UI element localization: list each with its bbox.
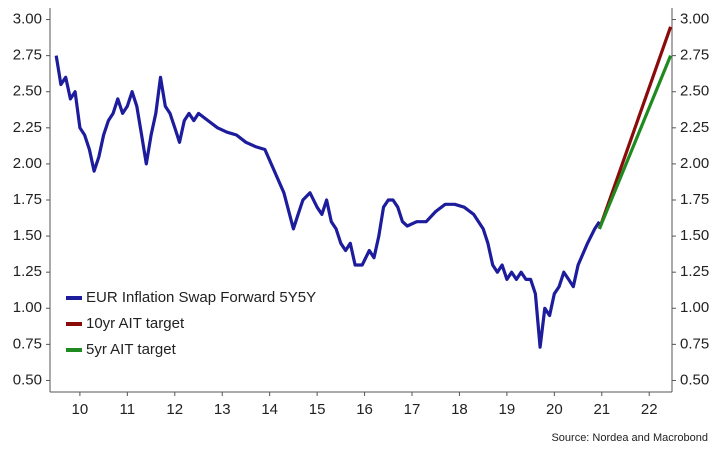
y2-tick-label: 1.75 (680, 191, 709, 208)
x-tick-label: 20 (546, 401, 563, 418)
x-tick-label: 13 (214, 401, 231, 418)
series-line (54, 55, 601, 349)
x-tick-label: 18 (451, 401, 468, 418)
x-tick-label: 15 (309, 401, 326, 418)
y2-tick-label: 1.00 (680, 299, 709, 316)
source: Source: Nordea and Macrobond (551, 432, 708, 444)
y2-tick-label: 2.00 (680, 155, 709, 172)
x-tick-label: 12 (166, 401, 183, 418)
y-tick-label: 2.25 (13, 119, 42, 136)
y2-tick-label: 2.50 (680, 83, 709, 100)
y2-tick-label: 2.75 (680, 47, 709, 64)
y-tick-label: 1.25 (13, 263, 42, 280)
legend-label: EUR Inflation Swap Forward 5Y5Y (86, 289, 316, 306)
x-tick-label: 22 (641, 401, 658, 418)
y-tick-label: 0.75 (13, 335, 42, 352)
y-tick-label: 1.50 (13, 227, 42, 244)
x-tick-label: 14 (261, 401, 278, 418)
legend-label: 5yr AIT target (86, 341, 177, 358)
y2-tick-label: 3.00 (680, 11, 709, 28)
x-tick-label: 19 (499, 401, 516, 418)
y-tick-label: 0.50 (13, 371, 42, 388)
y-tick-label: 2.50 (13, 83, 42, 100)
y2-tick-label: 0.75 (680, 335, 709, 352)
x-tick-label: 11 (120, 401, 136, 418)
x-tick-label: 21 (593, 401, 610, 418)
y-tick-label: 2.00 (13, 155, 42, 172)
y-tick-label: 1.75 (13, 191, 42, 208)
series-line (597, 26, 673, 230)
y2-tick-label: 0.50 (680, 371, 709, 388)
x-tick-label: 10 (72, 401, 89, 418)
legend-label: 10yr AIT target (86, 315, 185, 332)
y-tick-label: 3.00 (13, 11, 42, 28)
x-tick-label: 16 (356, 401, 373, 418)
y2-tick-label: 1.50 (680, 227, 709, 244)
y-tick-label: 2.75 (13, 47, 42, 64)
y2-tick-label: 2.25 (680, 119, 709, 136)
y-tick-label: 1.00 (13, 299, 42, 316)
x-tick-label: 17 (404, 401, 421, 418)
series-line (597, 54, 673, 230)
y2-tick-label: 1.25 (680, 263, 709, 280)
